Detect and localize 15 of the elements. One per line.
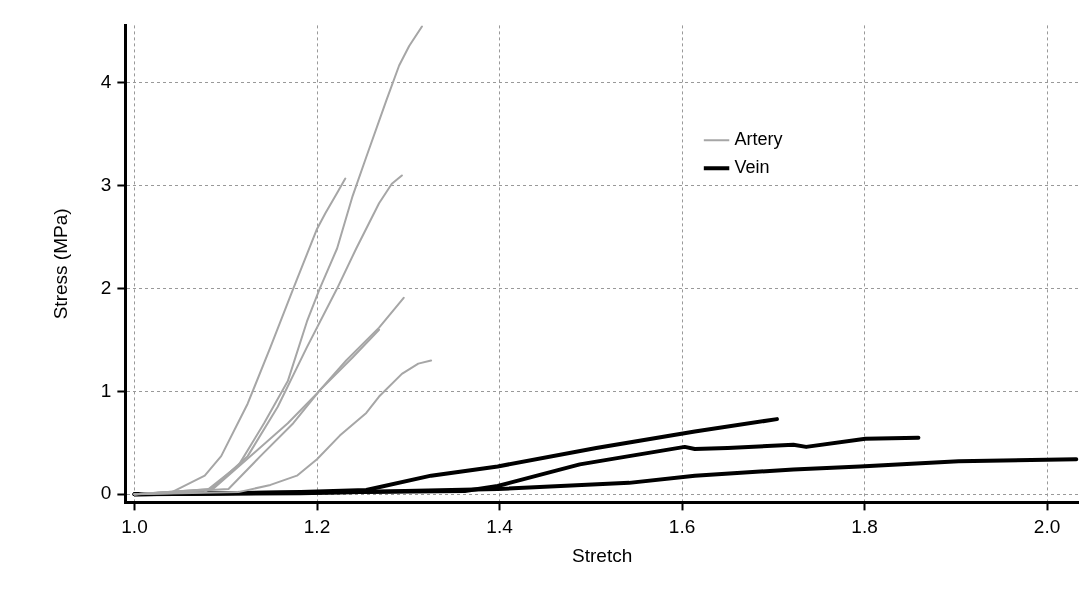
x-tick-label: 1.8 <box>851 516 878 538</box>
x-tick-label: 1.4 <box>486 516 514 538</box>
x-axis-title: Stretch <box>572 544 633 566</box>
x-tick-label: 1.0 <box>121 516 148 538</box>
y-axis-title: Stress (MPa) <box>49 208 71 320</box>
x-tick-label: 2.0 <box>1033 516 1061 538</box>
y-tick-label: 1 <box>100 379 112 401</box>
y-tick-label: 2 <box>100 276 112 298</box>
x-tick-label: 1.6 <box>668 516 696 538</box>
y-tick-label: 3 <box>100 174 112 196</box>
y-tick-label: 0 <box>100 482 112 504</box>
y-tick-label: 4 <box>100 71 112 93</box>
x-tick-label: 1.2 <box>303 516 331 538</box>
legend-label: Vein <box>734 157 770 178</box>
legend-label: Artery <box>734 129 783 150</box>
